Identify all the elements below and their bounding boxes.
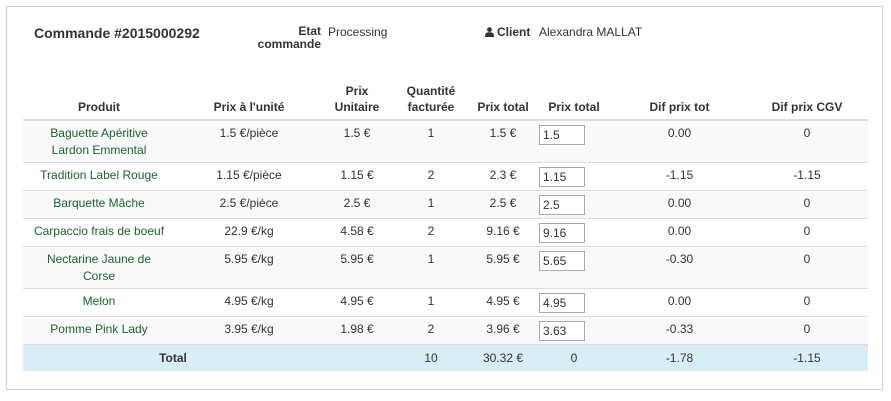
table-row: Melon 4.95 €/kg 4.95 € 1 4.95 € 0.00 0: [23, 288, 868, 317]
quantity-cell: 2: [391, 316, 471, 345]
dif-tot-cell: 0.00: [613, 288, 746, 317]
total-quantity: 10: [391, 344, 471, 371]
col-header-prix-unitaire-text: Prix Unitaire: [334, 84, 380, 114]
price-total-input[interactable]: [539, 223, 585, 243]
dif-cgv-cell: -1.15: [746, 162, 868, 191]
price-total-input[interactable]: [539, 167, 585, 187]
unit-price-cell: 5.95 €/kg: [175, 246, 323, 289]
col-header-prix-unitaire: Prix Unitaire: [323, 77, 391, 121]
price-total-input[interactable]: [539, 125, 585, 145]
prix-unitaire-cell: 1.98 €: [323, 316, 391, 345]
quantity-cell: 2: [391, 218, 471, 247]
dif-cgv-cell: 0: [746, 246, 868, 289]
table-row: Nectarine Jaune de Corse 5.95 €/kg 5.95 …: [23, 246, 868, 289]
col-header-quantity: Quantité facturée: [391, 77, 471, 121]
dif-cgv-cell: 0: [746, 288, 868, 317]
prix-unitaire-cell: 4.58 €: [323, 218, 391, 247]
product-link[interactable]: Carpaccio frais de boeuf: [23, 218, 175, 247]
price-total-input[interactable]: [539, 251, 585, 271]
prix-unitaire-cell: 1.15 €: [323, 162, 391, 191]
unit-price-cell: 1.5 €/pièce: [175, 119, 323, 163]
total-cell: 2.3 €: [471, 162, 535, 191]
col-header-total: Prix total: [471, 77, 535, 121]
col-header-dif-cgv: Dif prix CGV: [746, 77, 868, 121]
total-cell: 2.5 €: [471, 190, 535, 219]
dif-cgv-cell: 0: [746, 119, 868, 163]
quantity-cell: 1: [391, 190, 471, 219]
total-cell: 1.5 €: [471, 119, 535, 163]
total-input-cell: [535, 190, 613, 219]
quantity-cell: 1: [391, 288, 471, 317]
total-cell: 9.16 €: [471, 218, 535, 247]
dif-tot-cell: -1.15: [613, 162, 746, 191]
col-header-total-input: Prix total: [535, 77, 613, 121]
unit-price-cell: 1.15 €/pièce: [175, 162, 323, 191]
col-header-product: Produit: [23, 77, 175, 121]
product-link[interactable]: Melon: [23, 288, 175, 317]
product-link[interactable]: Baguette Apéritive Lardon Emmental: [23, 119, 175, 163]
quantity-cell: 1: [391, 119, 471, 163]
user-icon: [485, 27, 494, 37]
table-row: Tradition Label Rouge 1.15 €/pièce 1.15 …: [23, 162, 868, 191]
table-row: Pomme Pink Lady 3.95 €/kg 1.98 € 2 3.96 …: [23, 316, 868, 345]
total-input-sum: 0: [535, 344, 613, 371]
prix-unitaire-cell: 1.5 €: [323, 119, 391, 163]
total-input-cell: [535, 316, 613, 345]
client-label: Client: [485, 25, 530, 39]
prix-unitaire-cell: 2.5 €: [323, 190, 391, 219]
total-input-cell: [535, 246, 613, 289]
dif-tot-cell: 0.00: [613, 119, 746, 163]
product-link[interactable]: Tradition Label Rouge: [23, 162, 175, 191]
total-cell: 3.96 €: [471, 316, 535, 345]
client-name: Alexandra MALLAT: [539, 25, 643, 39]
product-link[interactable]: Pomme Pink Lady: [23, 316, 175, 345]
total-cell: 5.95 €: [471, 246, 535, 289]
prix-unitaire-cell: 4.95 €: [323, 288, 391, 317]
product-link[interactable]: Nectarine Jaune de Corse: [23, 246, 175, 289]
total-empty-cell: [323, 344, 391, 371]
total-label: Total: [23, 344, 323, 371]
unit-price-cell: 4.95 €/kg: [175, 288, 323, 317]
order-title: Commande #2015000292: [34, 25, 200, 41]
total-dif-tot: -1.78: [613, 344, 746, 371]
dif-tot-cell: 0.00: [613, 190, 746, 219]
dif-tot-cell: -0.30: [613, 246, 746, 289]
dif-cgv-cell: 0: [746, 316, 868, 345]
status-label: Etat commande: [257, 24, 321, 51]
col-header-dif-tot: Dif prix tot: [613, 77, 746, 121]
table-row: Baguette Apéritive Lardon Emmental 1.5 €…: [23, 119, 868, 163]
prix-unitaire-cell: 5.95 €: [323, 246, 391, 289]
price-total-input[interactable]: [539, 321, 585, 341]
price-total-input[interactable]: [539, 293, 585, 313]
product-link[interactable]: Barquette Mâche: [23, 190, 175, 219]
total-input-cell: [535, 218, 613, 247]
unit-price-cell: 22.9 €/kg: [175, 218, 323, 247]
table-row: Barquette Mâche 2.5 €/pièce 2.5 € 1 2.5 …: [23, 190, 868, 219]
col-header-quantity-text: Quantité facturée: [406, 84, 456, 114]
status-value: Processing: [328, 25, 388, 39]
total-input-cell: [535, 288, 613, 317]
dif-tot-cell: -0.33: [613, 316, 746, 345]
unit-price-cell: 3.95 €/kg: [175, 316, 323, 345]
unit-price-cell: 2.5 €/pièce: [175, 190, 323, 219]
total-dif-cgv: -1.15: [746, 344, 868, 371]
total-cell: 4.95 €: [471, 288, 535, 317]
client-label-text: Client: [497, 25, 531, 39]
quantity-cell: 2: [391, 162, 471, 191]
price-total-input[interactable]: [539, 195, 585, 215]
total-row: Total 10 30.32 € 0 -1.78 -1.15: [23, 344, 868, 371]
quantity-cell: 1: [391, 246, 471, 289]
total-input-cell: [535, 119, 613, 163]
order-items-table: Produit Prix à l'unité Prix Unitaire Qua…: [23, 77, 868, 371]
dif-tot-cell: 0.00: [613, 218, 746, 247]
table-header-row: Produit Prix à l'unité Prix Unitaire Qua…: [23, 77, 868, 121]
dif-cgv-cell: 0: [746, 190, 868, 219]
total-input-cell: [535, 162, 613, 191]
table-row: Carpaccio frais de boeuf 22.9 €/kg 4.58 …: [23, 218, 868, 247]
total-price: 30.32 €: [471, 344, 535, 371]
dif-cgv-cell: 0: [746, 218, 868, 247]
order-panel: Commande #2015000292 Etat commande Proce…: [6, 6, 883, 390]
col-header-unit-price: Prix à l'unité: [175, 77, 323, 121]
